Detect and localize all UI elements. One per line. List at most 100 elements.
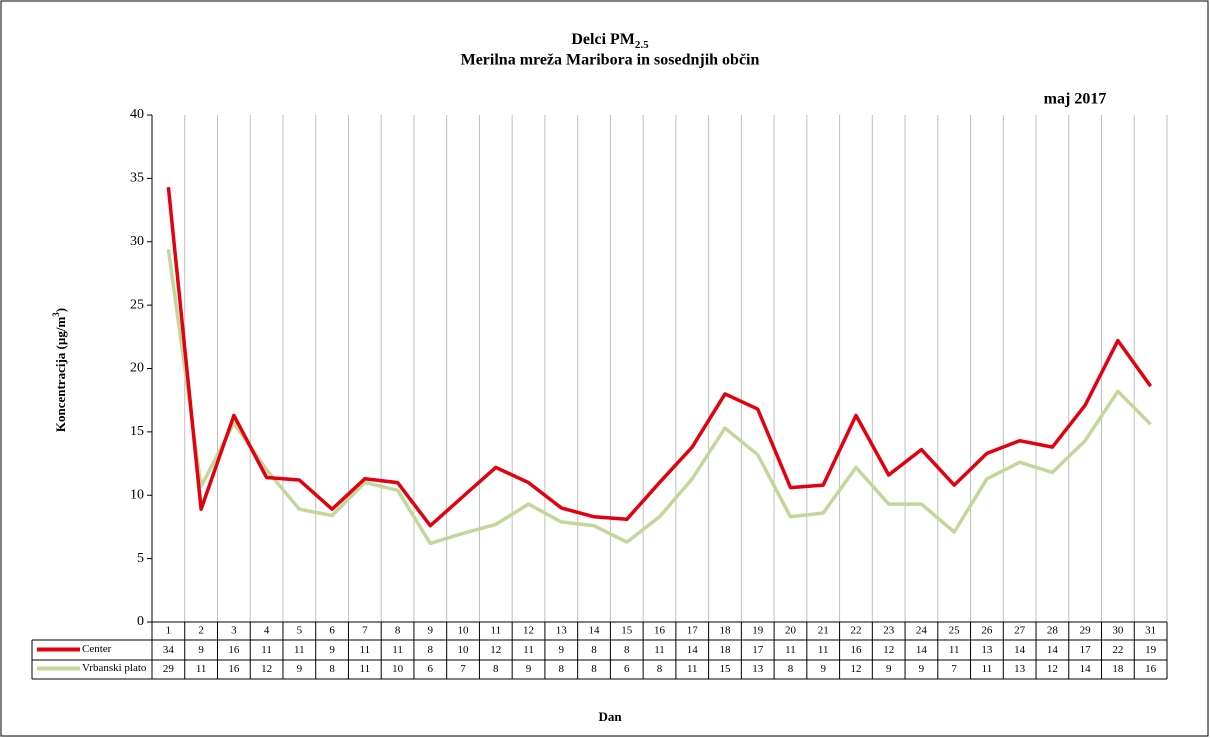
- data-label: 8: [657, 663, 663, 675]
- data-label: 13: [752, 663, 764, 675]
- data-label: 17: [752, 644, 764, 656]
- data-label: 14: [1047, 644, 1059, 656]
- data-label: 10: [458, 644, 470, 656]
- data-label: 9: [526, 663, 532, 675]
- x-tick-label: 29: [1080, 625, 1092, 637]
- x-tick-label: 13: [556, 625, 568, 637]
- data-label: 11: [261, 644, 272, 656]
- x-tick-label: 28: [1047, 625, 1059, 637]
- data-label: 9: [820, 663, 826, 675]
- data-label: 16: [1145, 663, 1157, 675]
- data-label: 11: [949, 644, 960, 656]
- data-label: 15: [719, 663, 731, 675]
- data-label: 12: [1047, 663, 1058, 675]
- x-tick-label: 31: [1145, 625, 1156, 637]
- data-label: 11: [785, 644, 796, 656]
- data-label: 9: [886, 663, 892, 675]
- y-tick-label: 5: [137, 551, 144, 566]
- y-tick-label: 30: [130, 234, 144, 249]
- data-label: 11: [818, 644, 829, 656]
- x-tick-label: 25: [949, 625, 961, 637]
- chart-subtitle: Merilna mreža Maribora in sosednjih obči…: [461, 52, 760, 69]
- y-axis-label: Koncentracija (µg/m3): [51, 308, 68, 432]
- data-label: 6: [624, 663, 630, 675]
- x-tick-label: 12: [523, 625, 534, 637]
- data-label: 9: [198, 644, 204, 656]
- series-line: [166, 249, 1152, 546]
- data-label: 8: [591, 644, 597, 656]
- data-label: 14: [687, 644, 699, 656]
- y-tick-label: 40: [130, 107, 144, 122]
- data-label: 9: [329, 644, 335, 656]
- x-tick-label: 27: [1014, 625, 1026, 637]
- data-label: 8: [788, 663, 794, 675]
- x-tick-label: 24: [916, 625, 928, 637]
- data-label: 17: [1080, 644, 1092, 656]
- data-label: 7: [951, 663, 957, 675]
- data-label: 7: [460, 663, 466, 675]
- data-label: 9: [297, 663, 303, 675]
- data-label: 11: [523, 644, 534, 656]
- x-tick-label: 6: [329, 625, 335, 637]
- data-label: 19: [1145, 644, 1157, 656]
- x-tick-label: 7: [362, 625, 368, 637]
- legend-label: Center: [82, 643, 112, 655]
- period-label: maj 2017: [1044, 91, 1107, 108]
- data-label: 16: [228, 663, 240, 675]
- data-label: 11: [982, 663, 993, 675]
- y-tick-label: 15: [130, 424, 144, 439]
- data-label: 9: [559, 644, 565, 656]
- x-tick-label: 16: [654, 625, 666, 637]
- data-label: 16: [228, 644, 240, 656]
- data-label: 22: [1112, 644, 1123, 656]
- data-label: 18: [719, 644, 731, 656]
- x-tick-label: 19: [752, 625, 764, 637]
- x-tick-label: 23: [883, 625, 895, 637]
- data-label: 14: [916, 644, 928, 656]
- data-label: 8: [428, 644, 434, 656]
- x-tick-label: 21: [818, 625, 829, 637]
- data-label: 11: [654, 644, 665, 656]
- legend-label: Vrbanski plato: [82, 662, 147, 674]
- x-tick-label: 2: [198, 625, 204, 637]
- x-tick-label: 5: [297, 625, 303, 637]
- data-label: 8: [624, 644, 630, 656]
- x-tick-label: 10: [458, 625, 470, 637]
- x-tick-label: 9: [428, 625, 434, 637]
- y-tick-label: 25: [130, 297, 144, 312]
- data-label: 11: [360, 644, 371, 656]
- x-tick-label: 1: [166, 625, 172, 637]
- data-label: 34: [163, 644, 175, 656]
- x-tick-label: 11: [490, 625, 501, 637]
- data-label: 12: [883, 644, 894, 656]
- x-tick-label: 26: [981, 625, 993, 637]
- x-tick-label: 17: [687, 625, 699, 637]
- data-label: 14: [1080, 663, 1092, 675]
- data-label: 9: [919, 663, 925, 675]
- y-tick-label: 20: [130, 361, 144, 376]
- x-tick-label: 18: [719, 625, 731, 637]
- data-label: 6: [428, 663, 434, 675]
- data-label: 11: [392, 644, 403, 656]
- data-label: 18: [1112, 663, 1124, 675]
- data-label: 12: [261, 663, 272, 675]
- x-tick-label: 3: [231, 625, 237, 637]
- data-label: 14: [1014, 644, 1026, 656]
- data-label: 12: [850, 663, 861, 675]
- y-tick-label: 10: [130, 487, 144, 502]
- data-label: 11: [294, 644, 305, 656]
- y-tick-label: 35: [130, 171, 144, 186]
- series-line: [166, 187, 1153, 528]
- data-label: 16: [850, 644, 862, 656]
- data-label: 8: [559, 663, 565, 675]
- x-tick-label: 22: [850, 625, 861, 637]
- data-label: 13: [981, 644, 993, 656]
- x-tick-label: 20: [785, 625, 797, 637]
- x-tick-label: 14: [589, 625, 601, 637]
- x-tick-label: 4: [264, 625, 270, 637]
- x-tick-label: 15: [621, 625, 633, 637]
- data-label: 8: [591, 663, 597, 675]
- x-tick-label: 30: [1112, 625, 1124, 637]
